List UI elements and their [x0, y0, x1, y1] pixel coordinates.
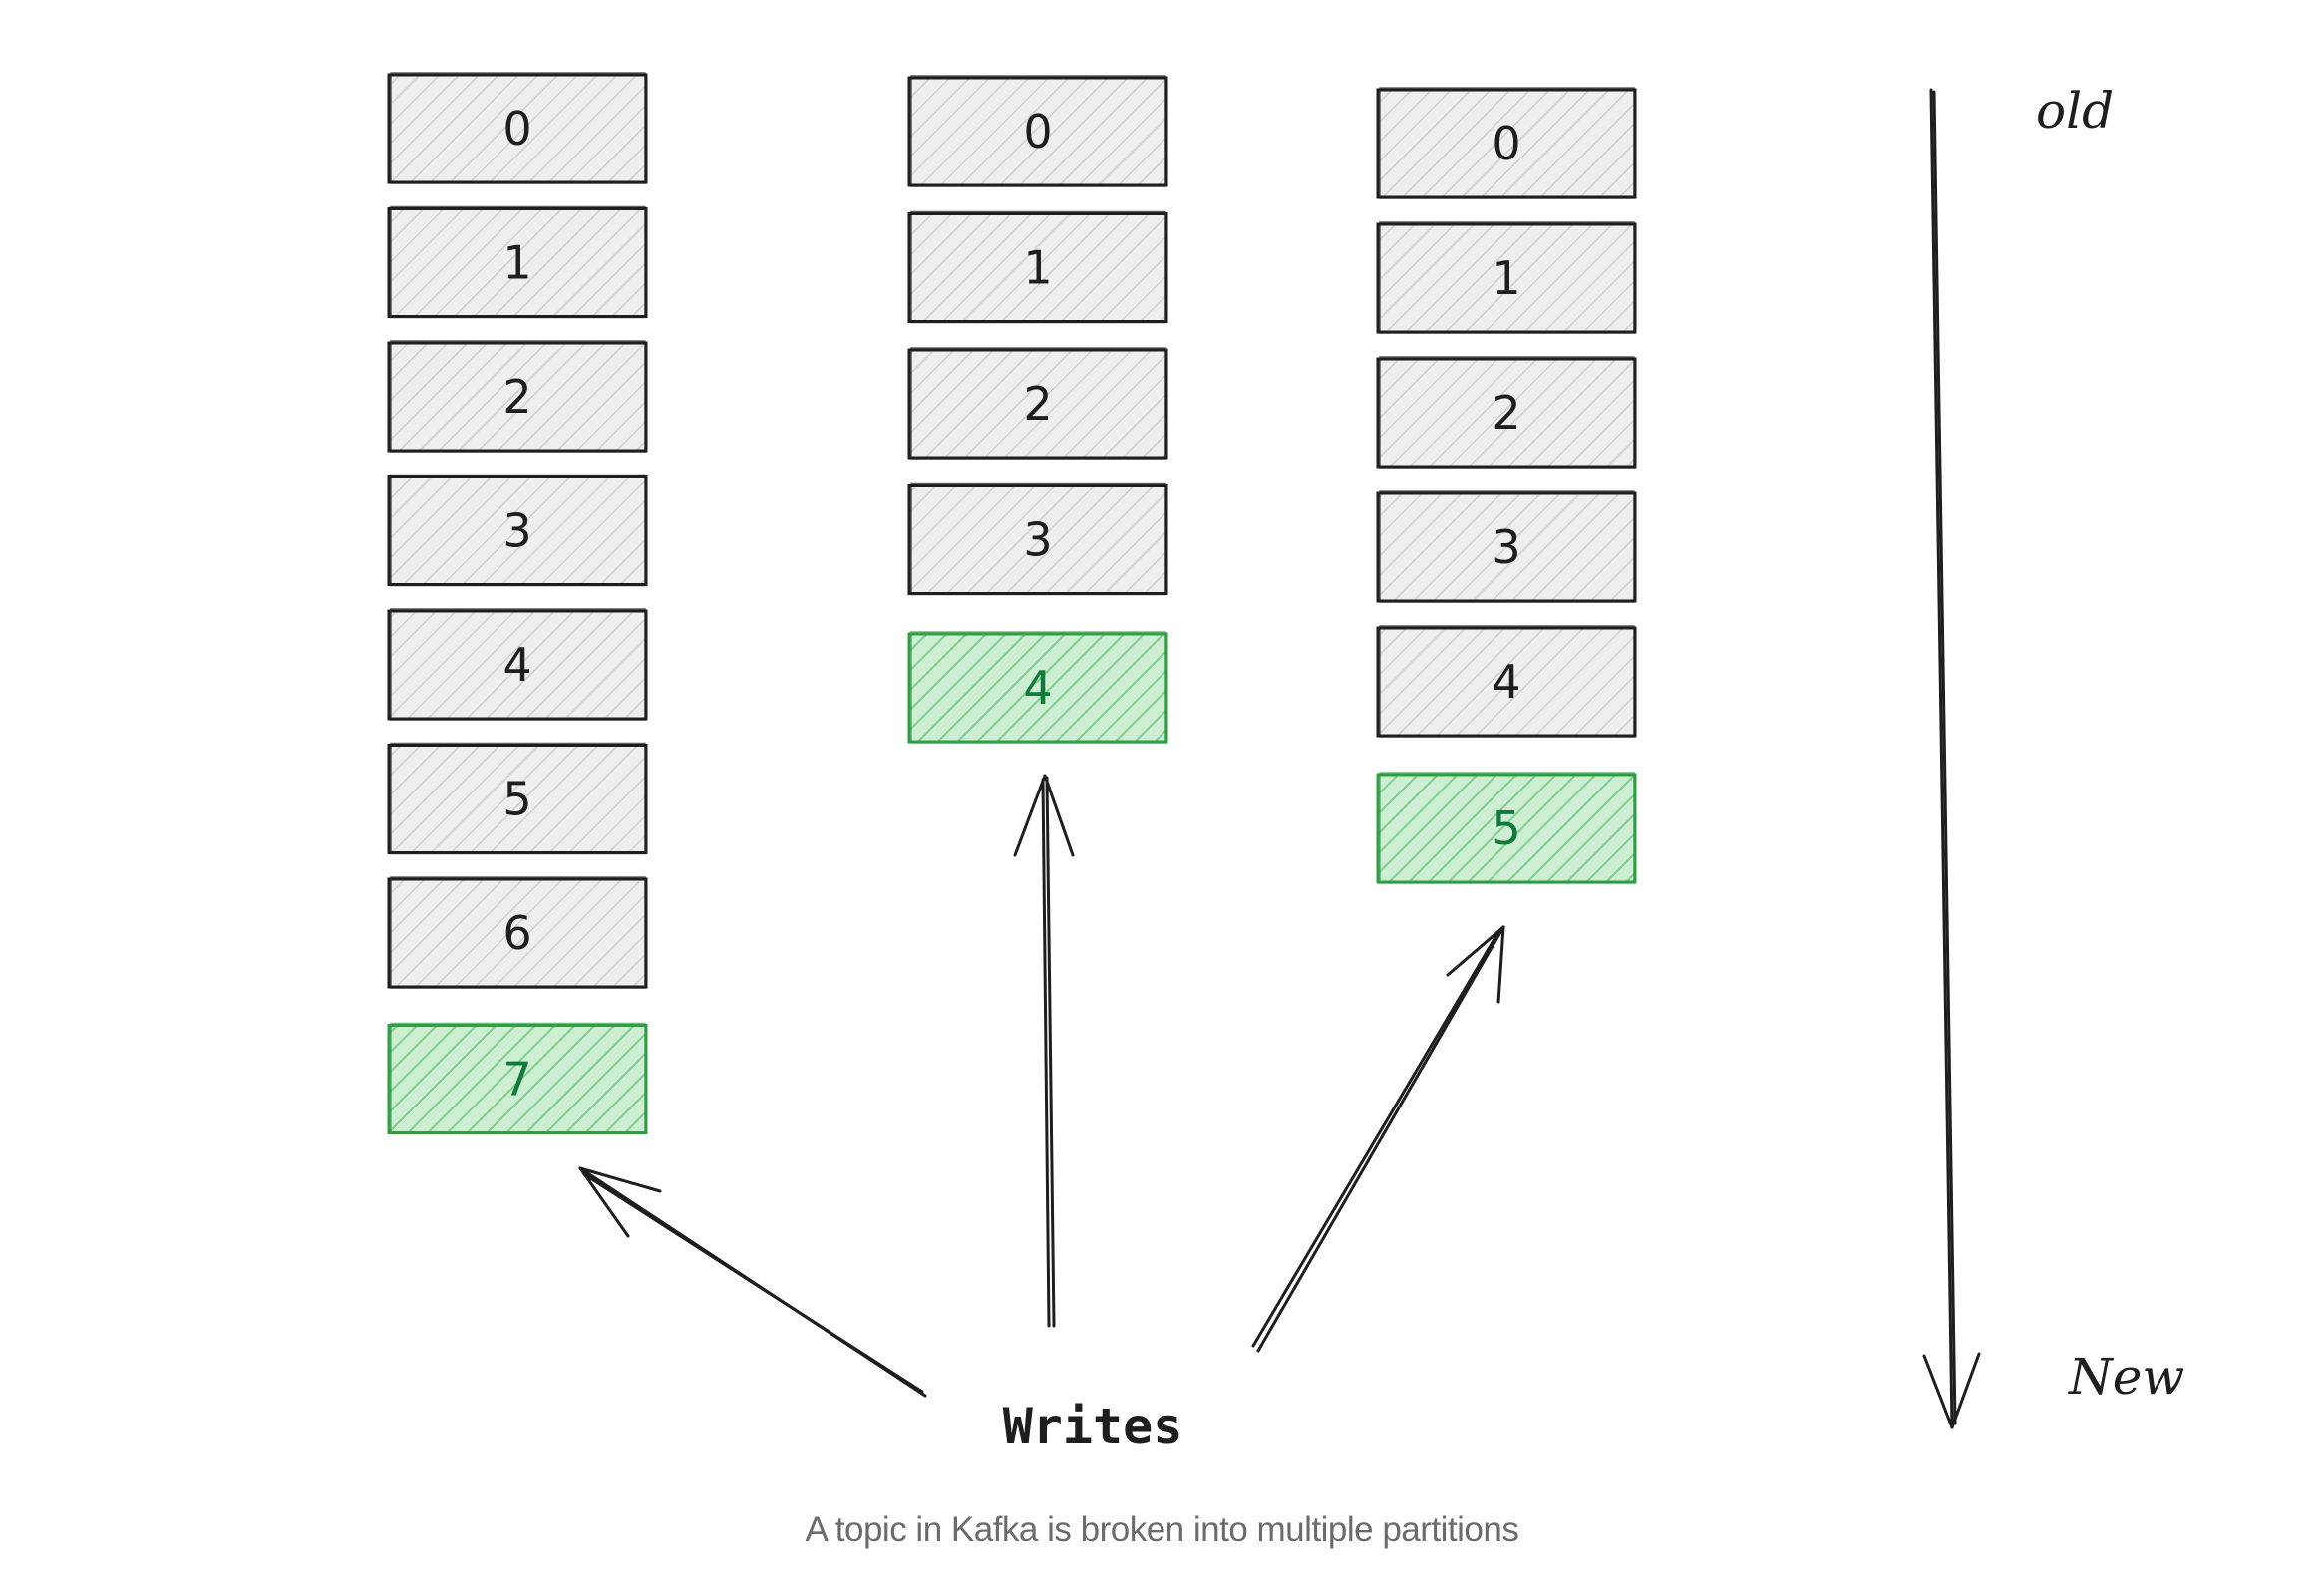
partition-1-offset-4-new: 4 — [907, 631, 1168, 744]
partition-0-offset-7-new: 7 — [387, 1022, 648, 1135]
offset-label: 1 — [502, 236, 531, 290]
partition-1: 0 1 2 3 4 — [907, 75, 1168, 744]
partition-0-offset-3: 3 — [387, 474, 648, 587]
offset-label: 6 — [502, 906, 531, 960]
offset-label: 5 — [1492, 801, 1520, 855]
offset-label: 5 — [502, 773, 531, 826]
write-arrow-partition-1 — [1013, 774, 1075, 1328]
offset-label: 2 — [1492, 386, 1520, 440]
partition-2-offset-3: 3 — [1376, 490, 1637, 603]
partition-0-offset-0: 0 — [387, 72, 648, 184]
partition-2: 0 1 2 3 4 5 — [1376, 87, 1637, 884]
offset-label: 0 — [1023, 105, 1052, 158]
partition-0-offset-2: 2 — [387, 340, 648, 453]
partition-0: 0 1 2 3 4 5 6 7 — [387, 72, 648, 1135]
offset-label: 3 — [1023, 513, 1052, 567]
partition-1-offset-2: 2 — [907, 347, 1168, 460]
partition-1-offset-1: 1 — [907, 210, 1168, 324]
offset-label: 0 — [1492, 117, 1520, 170]
offset-label: 4 — [1492, 655, 1520, 709]
old-to-new-axis-arrow — [1922, 88, 1981, 1429]
offset-label: 2 — [1023, 377, 1052, 431]
partition-0-offset-6: 6 — [387, 876, 648, 989]
partition-2-offset-1: 1 — [1376, 221, 1637, 334]
partition-0-offset-5: 5 — [387, 742, 648, 855]
offset-label: 3 — [1492, 520, 1520, 574]
offset-label: 7 — [502, 1053, 531, 1107]
partitions-group: 0 1 2 3 4 5 6 7 0 1 2 3 4 0 1 2 3 4 5 — [387, 72, 1637, 1135]
figure-caption: A topic in Kafka is broken into multiple… — [805, 1510, 1519, 1549]
partition-1-offset-0: 0 — [907, 75, 1168, 187]
partition-0-offset-4: 4 — [387, 608, 648, 721]
offset-label: 3 — [502, 504, 531, 558]
writes-label: Writes — [1003, 1398, 1183, 1455]
axis-label-old: old — [2036, 82, 2114, 140]
write-arrow-partition-2 — [1251, 925, 1505, 1353]
partition-2-offset-4: 4 — [1376, 625, 1637, 738]
axis-label-new: New — [2068, 1348, 2184, 1406]
offset-label: 1 — [1492, 251, 1520, 305]
offset-label: 2 — [502, 370, 531, 424]
partition-2-offset-5-new: 5 — [1376, 772, 1637, 884]
offset-label: 0 — [502, 102, 531, 156]
partition-2-offset-0: 0 — [1376, 87, 1637, 199]
partition-2-offset-2: 2 — [1376, 356, 1637, 469]
partition-0-offset-1: 1 — [387, 205, 648, 319]
offset-label: 4 — [1023, 661, 1052, 715]
write-arrow-partition-0 — [578, 1166, 927, 1398]
offset-label: 4 — [502, 638, 531, 692]
partition-1-offset-3: 3 — [907, 482, 1168, 596]
offset-label: 1 — [1023, 241, 1052, 295]
